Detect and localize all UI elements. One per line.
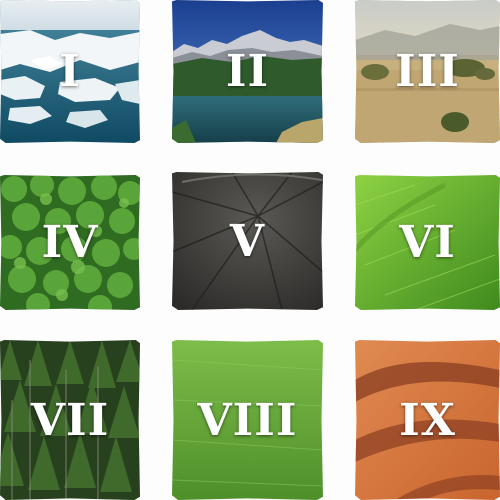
- tile-numeral: VI: [399, 217, 456, 268]
- tile-numeral: V: [229, 215, 266, 267]
- tile-grass-field: VI: [355, 175, 500, 310]
- tile-numeral: IV: [41, 217, 99, 268]
- tile-bare-ground: V: [172, 172, 323, 310]
- desert-dunes-image: [355, 340, 500, 500]
- tile-numeral: VIII: [197, 394, 298, 446]
- tile-polar-ice: I: [0, 0, 140, 143]
- tile-numeral: VII: [30, 394, 110, 446]
- tile-forest-canopy: IV: [0, 175, 140, 310]
- mountain-lake-image: [172, 0, 323, 143]
- tile-numeral: I: [59, 46, 81, 97]
- tile-numeral: III: [395, 46, 460, 97]
- tile-meadow: VIII: [172, 340, 323, 500]
- tile-savanna: III: [355, 0, 500, 143]
- grass-field-image: [355, 175, 500, 310]
- tile-desert-dunes: IX: [355, 340, 500, 500]
- savanna-image: [355, 0, 500, 143]
- bare-ground-image: [172, 172, 323, 310]
- meadow-image: [172, 340, 323, 500]
- tile-numeral: II: [225, 46, 270, 97]
- polar-ice-image: [0, 0, 140, 143]
- conifer-forest-image: [0, 340, 140, 500]
- tile-conifer-forest: VII: [0, 340, 140, 500]
- tile-mountain-lake: II: [172, 0, 323, 143]
- tile-numeral: IX: [399, 394, 456, 446]
